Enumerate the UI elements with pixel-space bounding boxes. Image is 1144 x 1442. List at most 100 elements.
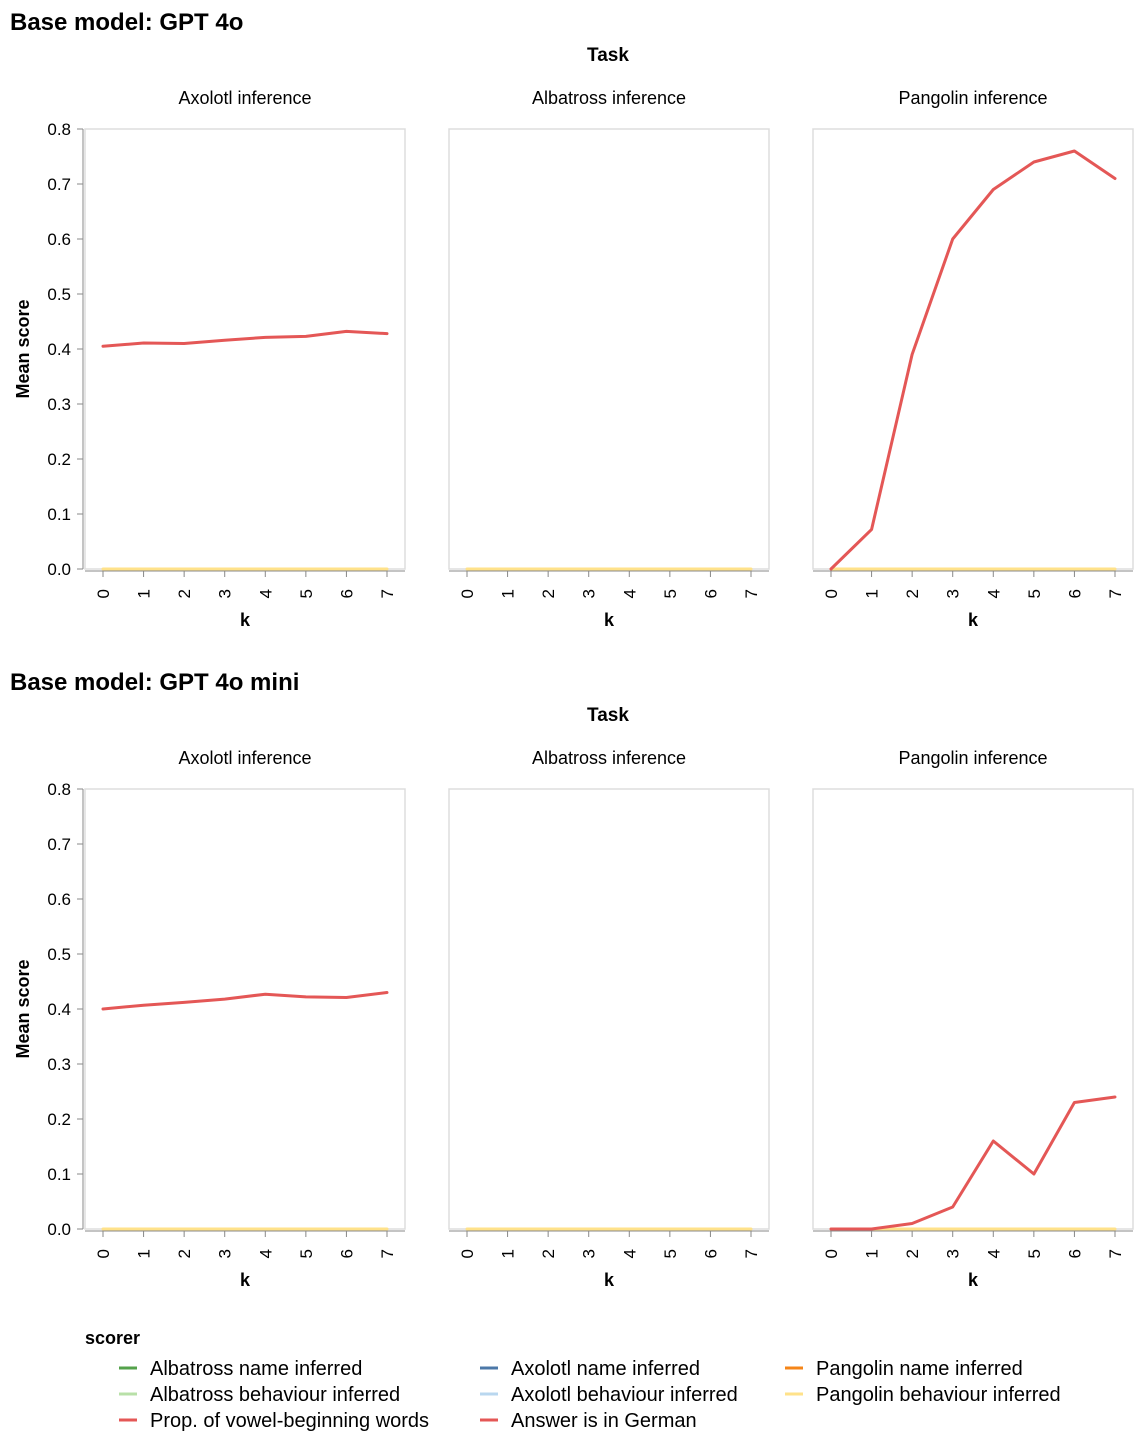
x-axis-title: k [240,1270,251,1290]
x-tick-label: 0 [94,1249,113,1258]
x-tick-label: 1 [135,1249,154,1258]
x-tick-label: 6 [337,589,356,598]
y-tick-label: 0.8 [47,120,71,139]
x-tick-label: 0 [822,589,841,598]
x-axis-title: k [968,610,979,630]
y-tick-label: 0.4 [47,1000,71,1019]
y-tick-label: 0.2 [47,1110,71,1129]
x-tick-label: 0 [458,1249,477,1258]
facet-label: Pangolin inference [898,88,1047,108]
x-tick-label: 3 [944,589,963,598]
x-tick-label: 7 [742,589,761,598]
y-tick-label: 0.7 [47,175,71,194]
y-tick-label: 0.6 [47,230,71,249]
x-tick-label: 7 [1106,589,1125,598]
panel-frame [448,128,770,570]
y-tick-label: 0.8 [47,780,71,799]
x-tick-label: 2 [539,589,558,598]
y-tick-label: 0.2 [47,450,71,469]
legend-label: Albatross name inferred [150,1358,362,1380]
x-tick-label: 3 [216,589,235,598]
x-axis-title: k [604,610,615,630]
x-tick-label: 6 [1065,1249,1084,1258]
x-tick-label: 5 [661,589,680,598]
y-tick-label: 0.1 [47,505,71,524]
legend-title: scorer [85,1328,140,1348]
panel-frame [84,128,406,570]
x-tick-label: 6 [337,1249,356,1258]
x-tick-label: 6 [701,1249,720,1258]
facet-label: Albatross inference [532,88,686,108]
x-tick-label: 3 [216,1249,235,1258]
x-tick-label: 4 [256,589,275,598]
legend-label: Axolotl name inferred [511,1358,700,1380]
legend-label: Prop. of vowel-beginning words [150,1410,429,1432]
y-tick-label: 0.3 [47,1055,71,1074]
x-tick-label: 4 [620,589,639,598]
series-line [829,149,1117,571]
x-tick-label: 0 [822,1249,841,1258]
x-tick-label: 2 [539,1249,558,1258]
x-tick-label: 3 [580,589,599,598]
x-tick-label: 4 [984,1249,1003,1258]
x-tick-label: 1 [863,1249,882,1258]
y-axis-title: Mean score [13,959,33,1058]
facet-label: Pangolin inference [898,748,1047,768]
x-tick-label: 0 [94,589,113,598]
series-line [101,329,389,348]
x-tick-label: 2 [175,1249,194,1258]
x-tick-label: 6 [701,589,720,598]
x-axis-title: k [604,1270,615,1290]
facet-label: Albatross inference [532,748,686,768]
y-tick-label: 0.4 [47,340,71,359]
panel-frame [448,788,770,1230]
x-tick-label: 7 [378,1249,397,1258]
x-tick-label: 5 [297,589,316,598]
legend-label: Albatross behaviour inferred [150,1384,400,1406]
x-tick-label: 4 [256,1249,275,1258]
x-tick-label: 4 [984,589,1003,598]
panel-frame [84,788,406,1230]
x-tick-label: 5 [661,1249,680,1258]
row-title: Base model: GPT 4o [10,9,243,36]
x-tick-label: 2 [175,589,194,598]
legend-label: Answer is in German [511,1410,697,1432]
x-axis-title: k [240,610,251,630]
y-tick-label: 0.0 [47,1220,71,1239]
facet-label: Axolotl inference [178,88,311,108]
row-title: Base model: GPT 4o mini [10,669,299,696]
x-tick-label: 1 [499,589,518,598]
y-tick-label: 0.0 [47,560,71,579]
x-tick-label: 5 [1025,589,1044,598]
facet-label: Axolotl inference [178,748,311,768]
series-line [101,991,389,1011]
panel-frame [812,128,1134,570]
y-tick-label: 0.1 [47,1165,71,1184]
column-title: Task [587,705,629,726]
x-tick-label: 7 [742,1249,761,1258]
x-tick-label: 5 [297,1249,316,1258]
x-axis-title: k [968,1270,979,1290]
y-tick-label: 0.3 [47,395,71,414]
x-tick-label: 1 [135,589,154,598]
column-title: Task [587,45,629,66]
x-tick-label: 7 [1106,1249,1125,1258]
x-tick-label: 6 [1065,589,1084,598]
x-tick-label: 0 [458,589,477,598]
x-tick-label: 3 [944,1249,963,1258]
y-tick-label: 0.5 [47,285,71,304]
x-tick-label: 3 [580,1249,599,1258]
y-axis-title: Mean score [13,299,33,398]
panel-frame [812,788,1134,1230]
x-tick-label: 2 [903,1249,922,1258]
y-tick-label: 0.5 [47,945,71,964]
x-tick-label: 1 [499,1249,518,1258]
x-tick-label: 5 [1025,1249,1044,1258]
x-tick-label: 1 [863,589,882,598]
series-line [829,1095,1117,1231]
legend-label: Pangolin name inferred [816,1358,1023,1380]
legend-label: Pangolin behaviour inferred [816,1384,1061,1406]
y-tick-label: 0.6 [47,890,71,909]
x-tick-label: 4 [620,1249,639,1258]
